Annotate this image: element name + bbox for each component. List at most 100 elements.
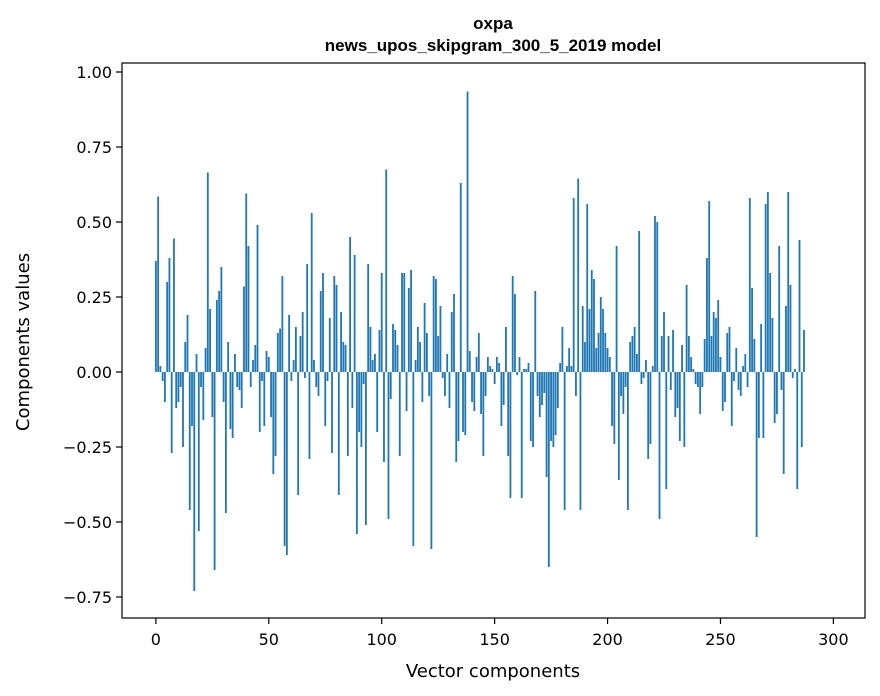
bar — [773, 372, 776, 423]
bar — [509, 372, 512, 498]
bar — [224, 372, 227, 513]
bar — [423, 303, 426, 372]
bar — [297, 372, 300, 495]
bar — [279, 328, 281, 372]
bar — [642, 372, 645, 378]
bar — [595, 348, 598, 372]
bar — [168, 258, 171, 372]
bar — [154, 261, 157, 372]
y-tick-label: −0.25 — [63, 438, 112, 457]
bar — [159, 366, 162, 372]
bar — [674, 372, 677, 417]
bar — [672, 330, 674, 372]
bar — [270, 372, 272, 417]
bar — [507, 372, 510, 456]
bar — [572, 198, 575, 372]
bar — [581, 306, 584, 372]
bar — [597, 333, 600, 372]
bar — [240, 372, 243, 408]
bar — [462, 372, 464, 432]
bar — [796, 372, 799, 489]
bar — [459, 183, 462, 372]
bar — [482, 372, 485, 456]
bar — [261, 372, 263, 381]
bar — [471, 372, 473, 402]
x-tick-label: 200 — [592, 630, 623, 649]
bar — [631, 336, 634, 372]
bar — [403, 273, 406, 372]
bar — [647, 372, 650, 459]
bar — [516, 372, 519, 375]
bar — [505, 327, 507, 372]
bar — [439, 306, 442, 372]
bar — [676, 372, 679, 408]
bar — [719, 357, 722, 372]
bar — [283, 372, 286, 546]
bar — [231, 372, 234, 438]
bar — [450, 312, 453, 372]
bar — [227, 342, 230, 372]
bar — [532, 372, 534, 447]
bar — [173, 238, 175, 372]
bar — [633, 327, 636, 372]
bar — [500, 372, 503, 426]
bar — [755, 372, 758, 537]
bar — [177, 372, 180, 402]
bar — [629, 342, 632, 372]
bar — [342, 342, 345, 372]
bar — [584, 342, 586, 372]
bar — [407, 288, 410, 372]
bar — [701, 372, 704, 387]
bar — [565, 366, 568, 372]
bar — [778, 246, 781, 372]
bar — [602, 309, 604, 372]
bar — [757, 372, 760, 438]
bar — [188, 372, 191, 510]
bar — [710, 336, 713, 372]
bar — [432, 276, 435, 372]
bar — [204, 348, 207, 372]
bar — [751, 288, 753, 372]
bar — [182, 372, 184, 447]
bar — [285, 372, 288, 555]
bar — [593, 279, 595, 372]
bar — [599, 297, 602, 372]
bar — [724, 372, 726, 402]
bar — [776, 372, 778, 414]
bar — [288, 315, 291, 372]
bar — [742, 366, 744, 372]
bar — [735, 348, 738, 372]
bar — [615, 246, 618, 372]
bar — [798, 240, 801, 372]
bar — [728, 327, 731, 372]
bar — [746, 372, 749, 387]
x-tick-label: 0 — [151, 630, 161, 649]
bar — [477, 333, 480, 372]
bar — [252, 360, 254, 372]
bar — [624, 372, 627, 387]
bar — [484, 372, 487, 396]
bar — [556, 372, 559, 408]
bar — [441, 372, 444, 378]
bar — [694, 372, 697, 384]
bar — [536, 372, 539, 396]
bar — [414, 360, 417, 372]
bar — [437, 336, 440, 372]
x-tick-label: 50 — [259, 630, 279, 649]
bar — [218, 291, 221, 372]
bar — [333, 276, 336, 372]
bar — [215, 300, 218, 372]
bar — [301, 312, 304, 372]
bar — [355, 372, 358, 534]
bar — [378, 330, 381, 372]
bar — [444, 372, 446, 396]
bar — [425, 333, 428, 372]
bar — [380, 273, 383, 372]
bar — [410, 270, 412, 372]
bar — [464, 372, 467, 435]
bar — [184, 342, 187, 372]
bar — [649, 372, 652, 444]
bar — [733, 372, 735, 381]
bar — [739, 372, 742, 396]
